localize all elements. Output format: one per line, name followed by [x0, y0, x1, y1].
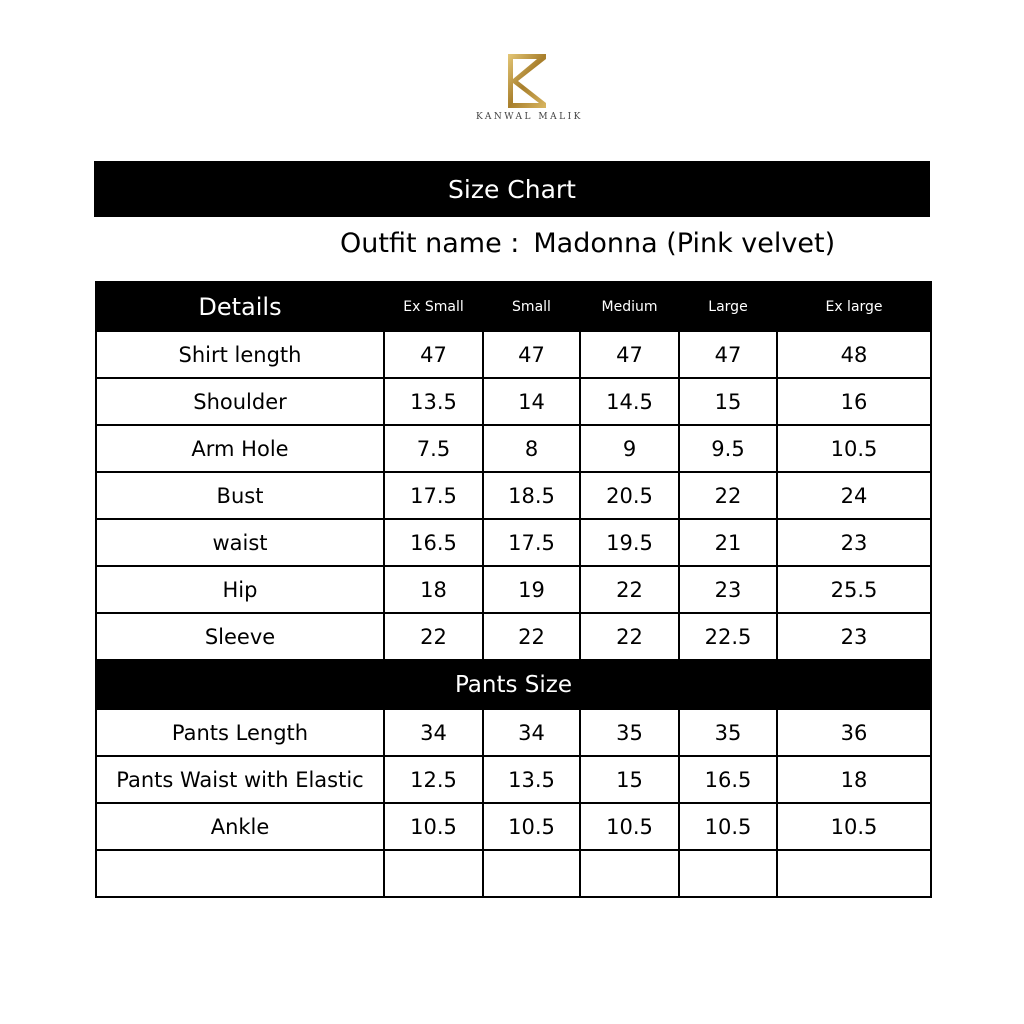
outfit-name: Outfit name : Madonna (Pink velvet): [340, 228, 835, 259]
size-value: 7.5: [383, 424, 484, 473]
size-value: 23: [776, 612, 932, 661]
outfit-value: Madonna (Pink velvet): [533, 228, 836, 259]
size-value: 23: [678, 565, 778, 614]
row-label: waist: [95, 518, 385, 567]
column-header: Ex large: [776, 281, 932, 332]
size-table: Details Ex Small Small Medium Large Ex large …: [95, 281, 932, 898]
pants-size-heading: Pants Size: [95, 659, 932, 710]
column-header: Ex Small: [383, 281, 484, 332]
size-value: 10.5: [776, 802, 932, 851]
size-value: 15: [678, 377, 778, 426]
table-row: Pants Waist with Elastic 12.5 13.5 15 16.5 18: [95, 755, 932, 804]
row-label: Pants Length: [95, 708, 385, 757]
table-row: Bust 17.5 18.5 20.5 22 24: [95, 471, 932, 520]
size-value: 35: [678, 708, 778, 757]
size-value: 18: [383, 565, 484, 614]
size-value: [579, 849, 680, 898]
size-value: 13.5: [482, 755, 581, 804]
table-row: Hip 18 19 22 23 25.5: [95, 565, 932, 614]
row-label: Pants Waist with Elastic: [95, 755, 385, 804]
brand-name: KANWAL MALIK: [476, 112, 583, 122]
row-label: Hip: [95, 565, 385, 614]
table-row: waist 16.5 17.5 19.5 21 23: [95, 518, 932, 567]
size-value: 22: [383, 612, 484, 661]
size-value: 34: [482, 708, 581, 757]
size-value: 10.5: [482, 802, 581, 851]
table-row: Shoulder 13.5 14 14.5 15 16: [95, 377, 932, 426]
size-value: 47: [383, 330, 484, 379]
size-value: 47: [678, 330, 778, 379]
size-value: 21: [678, 518, 778, 567]
size-value: 10.5: [383, 802, 484, 851]
row-label: Arm Hole: [95, 424, 385, 473]
size-value: 23: [776, 518, 932, 567]
size-value: 12.5: [383, 755, 484, 804]
row-label: Bust: [95, 471, 385, 520]
column-header: Medium: [579, 281, 680, 332]
size-value: 24: [776, 471, 932, 520]
size-value: 17.5: [383, 471, 484, 520]
size-value: 47: [579, 330, 680, 379]
row-label: [95, 849, 385, 898]
size-value: 8: [482, 424, 581, 473]
size-value: 19: [482, 565, 581, 614]
size-value: 9: [579, 424, 680, 473]
size-value: [482, 849, 581, 898]
row-label: Shirt length: [95, 330, 385, 379]
size-value: 22: [482, 612, 581, 661]
size-value: 14.5: [579, 377, 680, 426]
size-value: 22.5: [678, 612, 778, 661]
size-value: 13.5: [383, 377, 484, 426]
size-value: 35: [579, 708, 680, 757]
size-value: 10.5: [776, 424, 932, 473]
size-value: 18.5: [482, 471, 581, 520]
size-value: 25.5: [776, 565, 932, 614]
size-value: 10.5: [579, 802, 680, 851]
size-value: 48: [776, 330, 932, 379]
size-value: 14: [482, 377, 581, 426]
column-header: Small: [482, 281, 581, 332]
size-value: 16.5: [383, 518, 484, 567]
table-row: Sleeve 22 22 22 22.5 23: [95, 612, 932, 661]
kanwal-malik-logo-icon: [508, 54, 546, 108]
header-row: Details Ex Small Small Medium Large Ex large: [95, 281, 932, 332]
size-value: 22: [678, 471, 778, 520]
section-row: Pants Size: [95, 659, 932, 710]
row-label: Sleeve: [95, 612, 385, 661]
size-value: 15: [579, 755, 680, 804]
size-value: 16: [776, 377, 932, 426]
table-row: Ankle 10.5 10.5 10.5 10.5 10.5: [95, 802, 932, 851]
row-label: Ankle: [95, 802, 385, 851]
size-value: 16.5: [678, 755, 778, 804]
size-value: 20.5: [579, 471, 680, 520]
table-row: Pants Length 34 34 35 35 36: [95, 708, 932, 757]
size-value: 18: [776, 755, 932, 804]
size-value: 19.5: [579, 518, 680, 567]
column-header: Large: [678, 281, 778, 332]
table-row: Shirt length 47 47 47 47 48: [95, 330, 932, 379]
row-label: Shoulder: [95, 377, 385, 426]
table-row: Arm Hole 7.5 8 9 9.5 10.5: [95, 424, 932, 473]
size-value: [678, 849, 778, 898]
column-header: Details: [95, 281, 385, 332]
size-chart-title: Size Chart: [94, 161, 930, 217]
outfit-label: Outfit name :: [340, 228, 520, 259]
size-value: 17.5: [482, 518, 581, 567]
size-value: 36: [776, 708, 932, 757]
table-row: [95, 849, 932, 898]
size-value: [776, 849, 932, 898]
size-value: [383, 849, 484, 898]
size-value: 47: [482, 330, 581, 379]
size-value: 22: [579, 565, 680, 614]
size-value: 9.5: [678, 424, 778, 473]
size-value: 22: [579, 612, 680, 661]
size-value: 10.5: [678, 802, 778, 851]
size-value: 34: [383, 708, 484, 757]
brand-logo: KANWAL MALIK: [476, 52, 583, 132]
